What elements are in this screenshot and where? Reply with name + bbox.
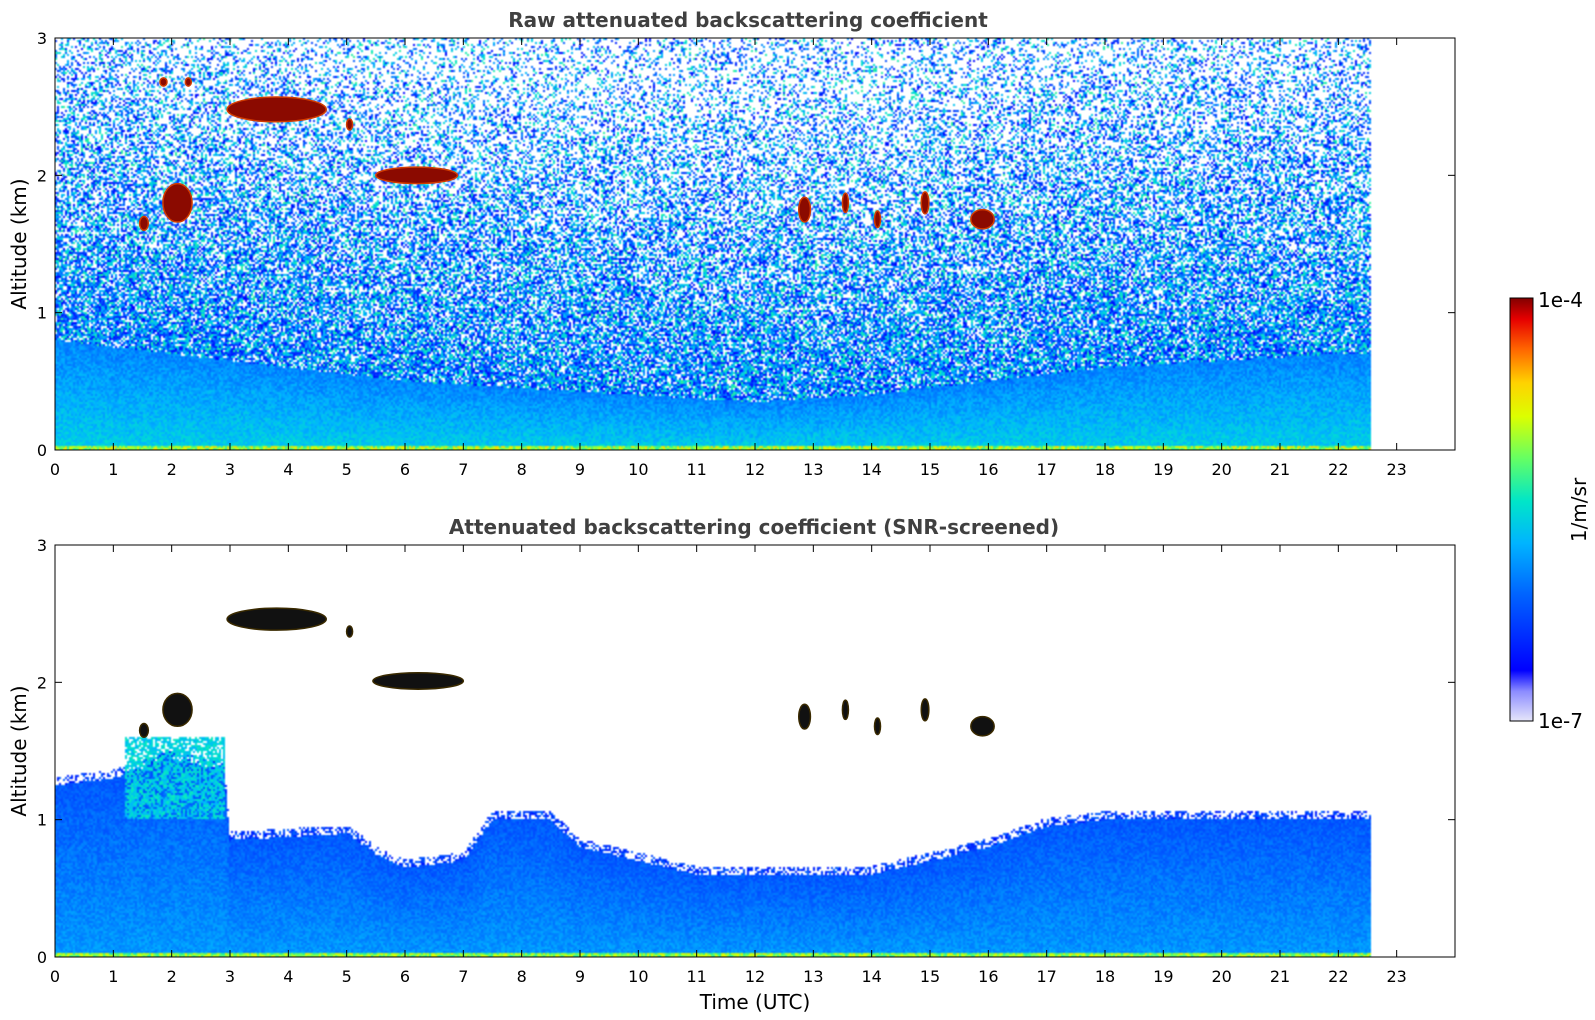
x-tick-label: 2 [167,460,177,479]
x-tick-label: 11 [686,967,706,986]
cloud-feature [920,698,930,722]
cloud-feature [226,607,327,631]
x-tick-label: 0 [50,460,60,479]
top-y-axis-label: Altitude (km) [7,178,31,309]
x-tick-label: 11 [686,460,706,479]
x-tick-label: 9 [575,460,585,479]
y-tick-label: 3 [37,536,47,555]
y-tick-label: 1 [37,811,47,830]
x-tick-label: 5 [342,967,352,986]
colorbar: 1e-4 1e-7 1/m/sr [1509,288,1591,733]
x-tick-label: 23 [1386,460,1406,479]
x-tick-label: 14 [861,967,881,986]
x-axis-label: Time (UTC) [699,990,811,1014]
x-tick-label: 1 [108,967,118,986]
cloud-feature [372,671,465,690]
y-tick-label: 2 [37,166,47,185]
cloud-feature [162,692,193,728]
cloud-feature [970,208,995,230]
bottom-cloud-layer [138,607,995,739]
x-tick-label: 10 [628,460,648,479]
x-tick-label: 12 [745,460,765,479]
cloud-feature [970,715,995,737]
x-tick-label: 19 [1153,967,1173,986]
cloud-feature [798,196,812,223]
x-tick-label: 3 [225,460,235,479]
x-tick-label: 7 [458,460,468,479]
bottom-heatmap [55,545,1455,957]
x-tick-label: 16 [978,967,998,986]
x-tick-label: 19 [1153,460,1173,479]
x-tick-label: 0 [50,967,60,986]
x-tick-label: 8 [517,460,527,479]
x-tick-label: 2 [167,967,177,986]
y-tick-label: 3 [37,29,47,48]
colorbar-min-label: 1e-7 [1538,709,1583,733]
x-tick-label: 14 [861,460,881,479]
x-tick-label: 5 [342,460,352,479]
x-tick-label: 13 [803,967,823,986]
cloud-feature [841,699,850,721]
x-tick-label: 23 [1386,967,1406,986]
bottom-panel-title: Attenuated backscattering coefficient (S… [449,515,1059,539]
colorbar-label: 1/m/sr [1567,477,1591,542]
colorbar-gradient [1509,297,1534,722]
bottom-panel: Attenuated backscattering coefficient (S… [7,515,1456,1014]
x-tick-label: 15 [920,460,940,479]
cloud-feature [162,182,193,223]
cloud-feature [345,118,354,131]
x-tick-label: 3 [225,967,235,986]
x-tick-label: 21 [1270,460,1290,479]
bottom-x-ticks: 0 1 2 3 4 5 6 7 8 9 10 11 12 13 14 15 16 17 18 19 20 21 22 23 [50,545,1407,986]
cloud-feature [873,210,882,229]
x-tick-label: 22 [1328,460,1348,479]
x-tick-label: 17 [1036,967,1056,986]
cloud-feature [375,166,459,185]
bottom-y-ticks: 0 1 2 3 [37,536,1455,967]
cloud-feature [873,717,882,736]
colorbar-max-label: 1e-4 [1538,288,1583,312]
x-tick-label: 4 [283,967,293,986]
x-tick-label: 4 [283,460,293,479]
y-tick-label: 1 [37,304,47,323]
x-tick-label: 21 [1270,967,1290,986]
cloud-feature [138,215,150,232]
x-tick-label: 18 [1095,967,1115,986]
cloud-feature [920,191,930,215]
x-tick-label: 20 [1211,967,1231,986]
y-tick-label: 0 [37,948,47,967]
x-tick-label: 7 [458,967,468,986]
x-tick-label: 8 [517,967,527,986]
x-tick-label: 15 [920,967,940,986]
x-tick-label: 6 [400,967,410,986]
x-tick-label: 1 [108,460,118,479]
top-panel-title: Raw attenuated backscattering coefficien… [508,8,988,32]
x-tick-label: 22 [1328,967,1348,986]
bottom-y-axis-label: Altitude (km) [7,685,31,816]
x-tick-label: 9 [575,967,585,986]
x-tick-label: 17 [1036,460,1056,479]
x-tick-label: 18 [1095,460,1115,479]
y-tick-label: 0 [37,441,47,460]
top-panel: Raw attenuated backscattering coefficien… [7,8,1456,479]
x-tick-label: 6 [400,460,410,479]
x-tick-label: 12 [745,967,765,986]
x-tick-label: 13 [803,460,823,479]
y-tick-label: 2 [37,673,47,692]
cloud-feature [138,722,150,739]
top-cloud-layer [138,77,995,232]
top-x-ticks: 0 1 2 3 4 5 6 7 8 9 10 11 12 13 14 15 16 17 18 19 20 21 22 23 [50,38,1407,479]
top-y-ticks: 0 1 2 3 [37,29,1455,460]
cloud-feature [345,625,354,638]
cloud-feature [159,77,168,87]
x-tick-label: 16 [978,460,998,479]
cloud-feature [184,77,193,87]
cloud-feature [226,96,327,123]
x-tick-label: 20 [1211,460,1231,479]
x-tick-label: 10 [628,967,648,986]
cloud-feature [841,192,850,214]
cloud-feature [798,703,812,730]
